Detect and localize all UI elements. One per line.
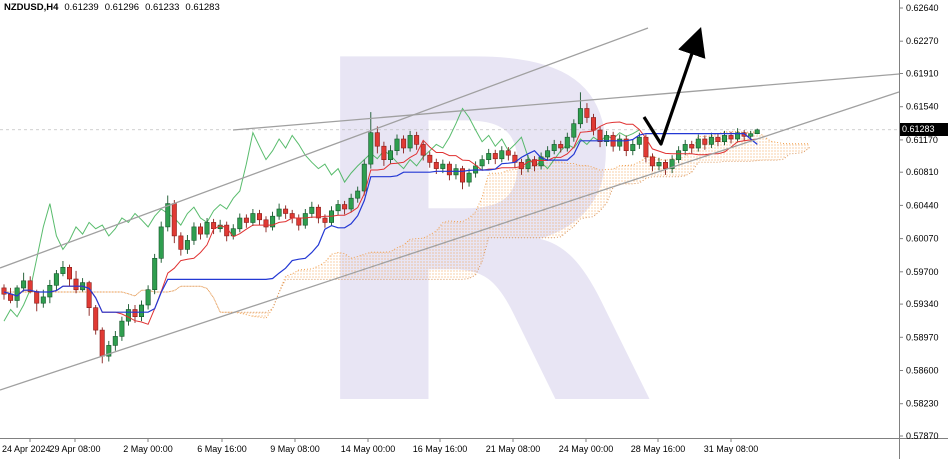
time-tick-label: 9 May 08:00: [270, 444, 320, 454]
time-tick-label: 14 May 00:00: [341, 444, 396, 454]
price-tick-label: 0.60810: [906, 167, 939, 177]
time-tick-label: 6 May 16:00: [197, 444, 247, 454]
forecast-arrow[interactable]: [642, 26, 706, 146]
price-tick-label: 0.61910: [906, 69, 939, 79]
kijun-sen-line: [3, 133, 758, 313]
price-tick-label: 0.59700: [906, 267, 939, 277]
price-tick-label: 0.57870: [906, 431, 939, 441]
trendline[interactable]: [0, 91, 899, 391]
tenkan-sen-line: [3, 121, 758, 325]
candlesticks: [1, 92, 760, 364]
current-price-badge: 0.61283: [900, 123, 948, 136]
trendline[interactable]: [232, 73, 899, 131]
price-tick-label: 0.59340: [906, 299, 939, 309]
symbol-timeframe-label: NZDUSD,H4: [4, 2, 59, 13]
ohlc-low-value: 0.61233: [145, 2, 180, 13]
price-tick-label: 0.58230: [906, 399, 939, 409]
price-tick-label: 0.60440: [906, 200, 939, 210]
trendline[interactable]: [0, 27, 649, 269]
time-tick-label: 28 May 16:00: [631, 444, 686, 454]
time-tick-label: 2 May 00:00: [123, 444, 173, 454]
price-tick-label: 0.61170: [906, 135, 938, 145]
price-tick-label: 0.58600: [906, 365, 939, 375]
price-tick-label: 0.58970: [906, 332, 939, 342]
ohlc-open-value: 0.61239: [64, 2, 99, 13]
price-tick-label: 0.62270: [906, 36, 939, 46]
price-tick-label: 0.61540: [906, 102, 939, 112]
ohlc-header: NZDUSD,H4 0.61239 0.61296 0.61233 0.6128…: [4, 2, 220, 13]
price-tick-label: 0.62640: [906, 3, 939, 13]
ohlc-close-value: 0.61283: [185, 2, 220, 13]
plot-area: [0, 27, 899, 391]
time-tick-label: 29 Apr 08:00: [49, 444, 100, 454]
ohlc-high-value: 0.61296: [104, 2, 140, 13]
senkou-span-a-line: [4, 130, 810, 319]
time-tick-label: 21 May 08:00: [486, 444, 541, 454]
ichimoku-cloud: [4, 131, 810, 319]
time-tick-label: 24 Apr 2024: [2, 444, 51, 454]
time-tick-label: 16 May 16:00: [413, 444, 468, 454]
price-tick-label: 0.60070: [906, 234, 939, 244]
time-tick-label: 31 May 08:00: [704, 444, 759, 454]
time-tick-label: 24 May 00:00: [559, 444, 614, 454]
price-axis[interactable]: 0.62640 0.62270 0.61910 0.61540 0.61170 0.608…: [899, 3, 939, 441]
senkou-span-b-line: [4, 147, 810, 313]
